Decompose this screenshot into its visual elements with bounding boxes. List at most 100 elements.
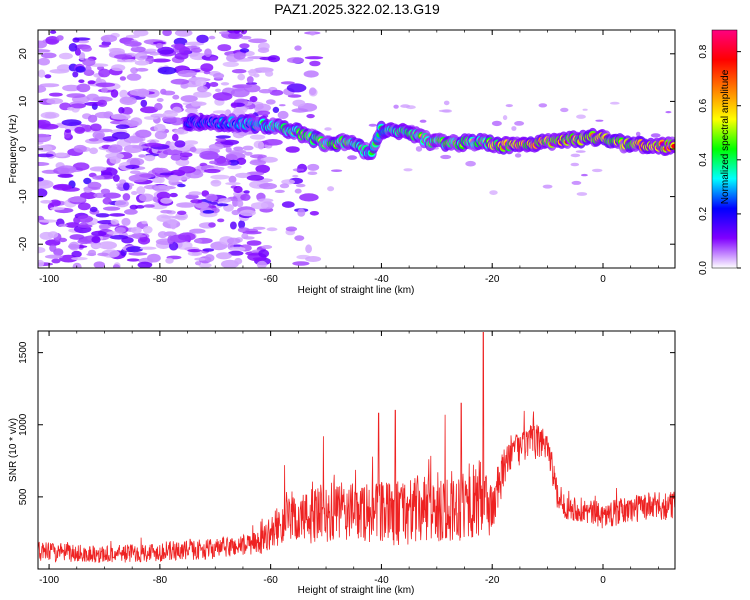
heatmap-cell [203, 70, 211, 75]
heatmap-cell [212, 92, 233, 101]
heatmap-cell [177, 183, 186, 188]
heatmap-cell [279, 183, 290, 189]
heatmap-cell [193, 91, 212, 98]
heatmap-cell [51, 258, 61, 264]
heatmap-cell [309, 87, 317, 96]
heatmap-cell [514, 121, 525, 126]
heatmap-cell [189, 228, 206, 234]
heatmap-cell [70, 103, 86, 109]
heatmap-cell [76, 39, 90, 44]
heatmap-cell [292, 174, 299, 178]
heatmap-cell [99, 224, 111, 229]
heatmap-cell [570, 162, 580, 167]
heatmap-cell [162, 149, 183, 156]
heatmap-cell [246, 171, 265, 176]
heatmap-cell [82, 58, 96, 67]
heatmap-cell [89, 206, 98, 213]
heatmap-cell [177, 210, 187, 215]
snr-y-tick-label: 1000 [18, 413, 29, 436]
heatmap-cell [233, 185, 243, 194]
heatmap-cell [257, 198, 274, 203]
heatmap-cell [255, 164, 270, 174]
heatmap-cell [440, 154, 452, 160]
heatmap-cell [253, 73, 260, 78]
heatmap-cell [134, 52, 148, 61]
heatmap-cell [87, 80, 96, 85]
heatmap-cell [137, 261, 153, 268]
heatmap-cell [198, 262, 212, 268]
heatmap-cell [212, 110, 227, 114]
heatmap-cell [286, 83, 307, 93]
heatmap-cell [97, 99, 108, 107]
heatmap-cell [196, 85, 208, 93]
heatmap-cell [119, 96, 137, 105]
heatmap-cell [304, 56, 324, 60]
heatmap-cell [115, 227, 126, 234]
heatmap-cell [45, 36, 60, 45]
heatmap-cell [665, 111, 672, 114]
heatmap-cell [277, 110, 289, 120]
heatmap-cell [241, 233, 249, 240]
snr-x-label: Height of straight line (km) [298, 585, 415, 596]
colorbar: 0.0 0.2 0.4 0.6 0.8 Normalized spectral ampl… [698, 29, 741, 275]
heatmap-cell [265, 99, 276, 105]
heatmap-cell [291, 108, 309, 113]
heatmap-cell [145, 48, 157, 52]
heatmap-cell [170, 221, 177, 230]
snr-panel: -100 -80 -60 -40 -20 0 500 1000 1500 Height of s… [8, 330, 676, 596]
heatmap-cell [368, 123, 377, 127]
heatmap-cell [285, 146, 300, 153]
heatmap-cell [115, 124, 130, 129]
heatmap-cell [172, 94, 180, 100]
heatmap-cell [81, 46, 92, 52]
heatmap-cell [38, 145, 53, 152]
heatmap-cell [38, 177, 44, 182]
heatmap-cell [38, 180, 50, 186]
snr-series [37, 331, 676, 563]
heatmap-cell [134, 60, 150, 66]
heatmap-cell [257, 142, 265, 150]
heatmap-cell [595, 119, 604, 122]
heatmap-cell [575, 150, 586, 153]
heatmap-cell [44, 254, 63, 259]
heatmap-cell [139, 246, 157, 250]
heatmap-cell [172, 133, 179, 142]
heatmap-cell [143, 204, 155, 208]
heatmap-cell [208, 143, 224, 150]
heatmap-cell [127, 234, 147, 238]
heatmap-cell [542, 184, 553, 189]
heatmap-cell [176, 202, 196, 208]
spectrogram-y-tick-label: -10 [18, 189, 29, 204]
heatmap-cell [68, 196, 86, 203]
heatmap-cell [93, 261, 105, 268]
heatmap-cell [98, 44, 110, 48]
heatmap-cell [38, 49, 51, 53]
heatmap-cell [76, 83, 91, 93]
heatmap-cell [107, 144, 123, 153]
heatmap-cell [169, 234, 190, 243]
heatmap-cell [217, 218, 225, 223]
heatmap-cell [129, 170, 141, 174]
heatmap-cell [202, 248, 215, 252]
heatmap-cell [188, 191, 202, 196]
heatmap-cell [76, 215, 94, 223]
heatmap-cell [87, 114, 98, 123]
heatmap-cell [38, 85, 47, 93]
heatmap-cell [250, 202, 269, 210]
heatmap-cell [144, 142, 163, 147]
heatmap-cell [175, 158, 190, 167]
heatmap-cell [327, 186, 335, 192]
heatmap-cell [86, 93, 99, 102]
heatmap-cell [142, 226, 153, 234]
heatmap-cell [538, 103, 548, 108]
heatmap-cell [309, 211, 319, 216]
heatmap-cell [256, 110, 271, 116]
heatmap-cell [126, 73, 142, 81]
heatmap-cell [140, 99, 148, 108]
spectrogram-x-tick-label: 0 [600, 274, 606, 285]
heatmap-cell [162, 30, 172, 37]
spectrogram-y-tick-label: -20 [18, 237, 29, 252]
colorbar-gradient [711, 29, 738, 269]
heatmap-cell [235, 172, 251, 179]
